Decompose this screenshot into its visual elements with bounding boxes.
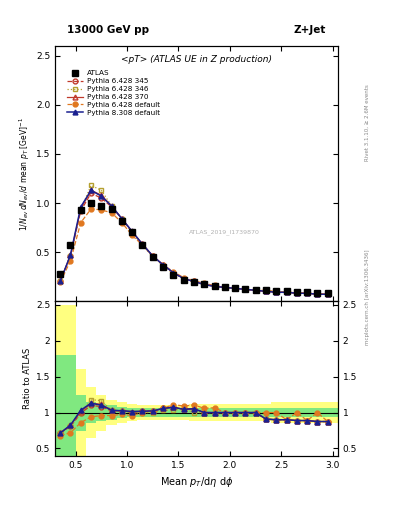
Text: <pT> (ATLAS UE in Z production): <pT> (ATLAS UE in Z production) [121,55,272,64]
Y-axis label: Ratio to ATLAS: Ratio to ATLAS [23,348,31,409]
Text: Z+Jet: Z+Jet [294,25,326,35]
Text: ATLAS_2019_I1739870: ATLAS_2019_I1739870 [189,229,260,235]
Text: mcplots.cern.ch [arXiv:1306.3436]: mcplots.cern.ch [arXiv:1306.3436] [365,249,370,345]
X-axis label: Mean $p_T$/d$\eta$ d$\phi$: Mean $p_T$/d$\eta$ d$\phi$ [160,475,233,489]
Text: 13000 GeV pp: 13000 GeV pp [67,25,149,35]
Legend: ATLAS, Pythia 6.428 345, Pythia 6.428 346, Pythia 6.428 370, Pythia 6.428 defaul: ATLAS, Pythia 6.428 345, Pythia 6.428 34… [64,68,163,119]
Y-axis label: $1/N_{ev}\,dN_{ev}/d$ mean $p_T$ [GeV]$^{-1}$: $1/N_{ev}\,dN_{ev}/d$ mean $p_T$ [GeV]$^… [17,117,31,231]
Text: Rivet 3.1.10, ≥ 2.6M events: Rivet 3.1.10, ≥ 2.6M events [365,84,370,161]
